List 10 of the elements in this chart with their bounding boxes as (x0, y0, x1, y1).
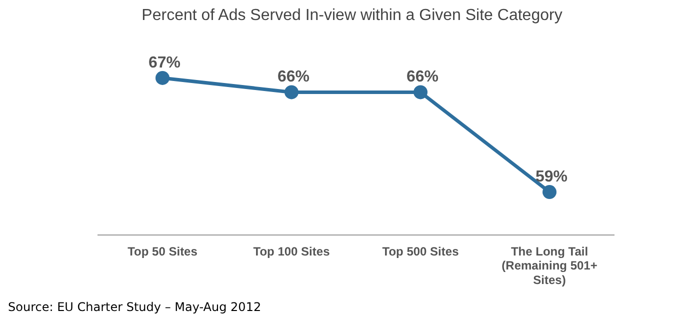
x-tick-label: The Long Tail (Remaining 501+ Sites) (502, 244, 598, 288)
data-label: 67% (148, 54, 181, 72)
x-tick-label: Top 500 Sites (382, 244, 460, 258)
source-note: Source: EU Charter Study – May-Aug 2012 (8, 300, 262, 314)
data-label: 66% (277, 68, 310, 86)
x-tick-label: Top 50 Sites (128, 244, 198, 258)
chart-title: Percent of Ads Served In-view within a Given Site Category (142, 7, 562, 24)
x-tick-label: Top 100 Sites (253, 244, 330, 258)
data-label: 59% (535, 168, 568, 186)
data-label: 66% (406, 68, 439, 86)
